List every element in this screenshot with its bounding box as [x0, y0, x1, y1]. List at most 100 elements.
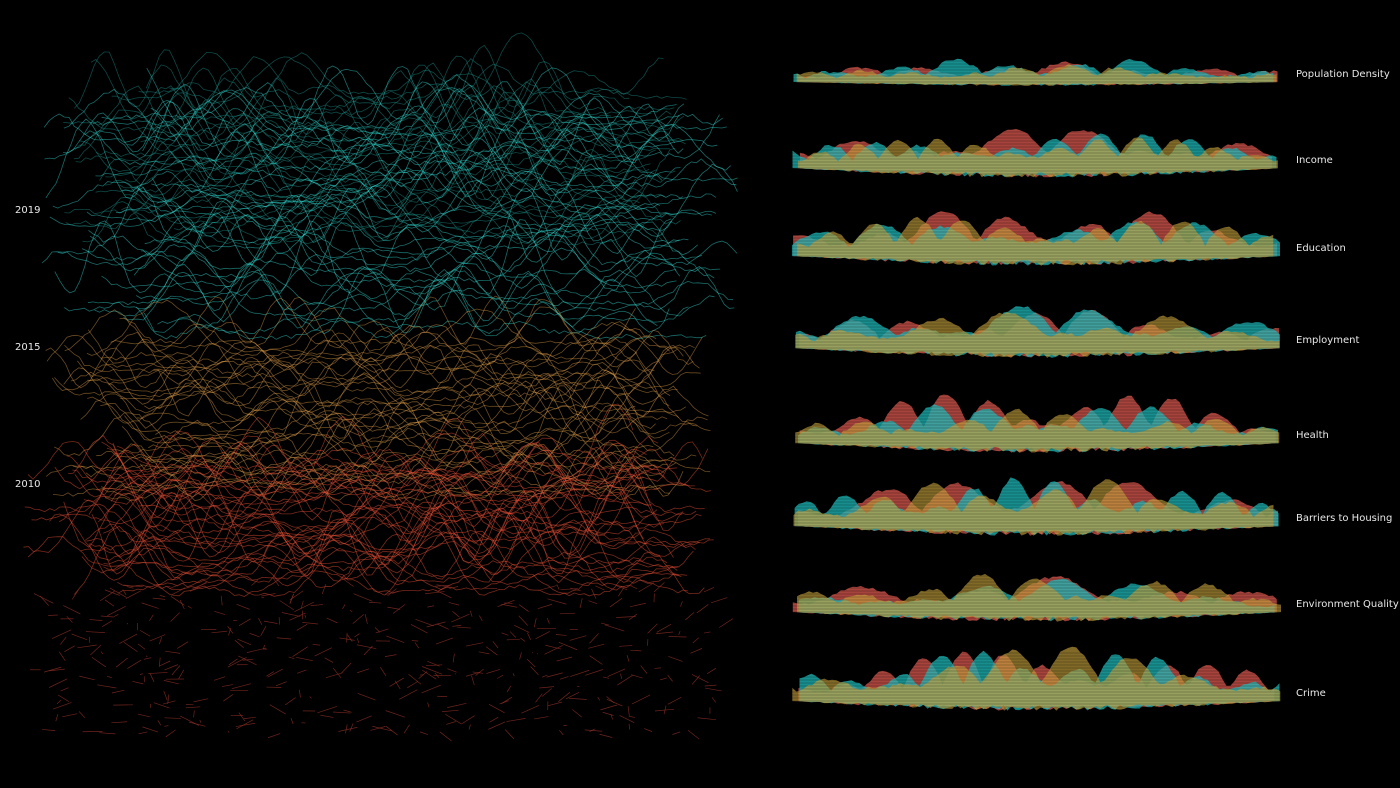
map-line — [100, 651, 104, 655]
ridge-area — [797, 216, 1274, 266]
map-line — [119, 633, 138, 644]
map-line — [530, 666, 539, 676]
map-line — [171, 665, 181, 676]
map-line — [356, 638, 360, 643]
terrain-line — [113, 476, 640, 538]
map-line — [368, 601, 382, 604]
map-line — [435, 584, 451, 587]
map-line — [48, 668, 65, 672]
map-line — [452, 653, 455, 663]
map-line — [535, 631, 550, 640]
ridge-area — [797, 574, 1281, 622]
ridgeline — [785, 207, 1290, 272]
map-line — [71, 633, 88, 641]
map-line — [296, 656, 313, 662]
map-line — [126, 586, 134, 589]
map-line — [251, 579, 259, 586]
map-line — [692, 637, 699, 644]
map-line — [591, 588, 597, 599]
map-line — [628, 613, 637, 621]
map-line — [600, 704, 618, 711]
map-line — [281, 612, 301, 617]
terrain-line — [87, 396, 698, 434]
map-line — [276, 637, 291, 640]
terrain-line — [94, 252, 715, 318]
terrain-line — [155, 384, 711, 438]
map-line — [704, 687, 722, 692]
indicator-label: Education — [1296, 243, 1346, 254]
map-line — [691, 674, 709, 684]
terrain-line — [95, 113, 681, 177]
map-line — [414, 642, 420, 649]
map-line — [170, 587, 186, 596]
terrain-line — [133, 230, 715, 283]
map-line — [122, 589, 127, 596]
map-line — [132, 680, 144, 685]
terrain-line — [84, 97, 676, 166]
map-line — [534, 716, 549, 720]
terrain-line — [44, 83, 720, 160]
map-line — [298, 689, 301, 698]
map-line — [85, 631, 105, 633]
map-line — [321, 583, 327, 595]
map-line — [560, 588, 578, 591]
map-line — [90, 644, 102, 656]
map-line — [164, 725, 169, 727]
map-line — [697, 717, 716, 721]
map-line — [711, 697, 717, 703]
map-line — [570, 587, 581, 592]
terrain-line — [45, 118, 717, 200]
map-line — [221, 684, 233, 687]
map-line — [597, 696, 601, 701]
map-line — [439, 731, 452, 742]
indicator-label: Employment — [1296, 335, 1359, 346]
map-line — [638, 582, 655, 593]
map-line — [139, 629, 151, 637]
map-line — [275, 681, 287, 687]
map-line — [139, 673, 143, 675]
map-line — [547, 701, 563, 707]
map-line — [148, 672, 168, 674]
terrain-line — [84, 501, 711, 546]
terrain-line — [135, 252, 677, 301]
terrain-line — [80, 491, 696, 552]
map-line — [267, 733, 281, 739]
map-line — [78, 711, 86, 719]
map-line — [419, 731, 428, 735]
indicator-label: Barriers to Housing — [1296, 513, 1392, 524]
map-line — [678, 631, 681, 636]
map-line — [380, 667, 387, 677]
map-line — [238, 655, 257, 666]
map-line — [545, 644, 562, 650]
map-line — [387, 588, 397, 597]
map-line — [619, 715, 635, 723]
map-line — [294, 601, 314, 612]
terrain-line — [73, 523, 705, 597]
map-line — [509, 631, 517, 638]
map-line — [452, 624, 462, 627]
map-line — [354, 633, 360, 638]
map-line — [153, 702, 170, 709]
map-line — [214, 610, 226, 615]
map-line — [115, 657, 128, 668]
map-line — [42, 729, 56, 731]
terrain-line — [143, 267, 670, 335]
map-line — [704, 684, 717, 687]
terrain-line — [65, 189, 676, 230]
map-line — [338, 726, 358, 732]
map-line — [345, 724, 348, 734]
map-line — [357, 668, 370, 674]
map-line — [384, 654, 397, 657]
map-line — [588, 600, 598, 605]
terrain-line — [96, 401, 697, 462]
map-line — [558, 729, 564, 736]
map-line — [512, 673, 515, 677]
terrain-line — [169, 56, 630, 106]
indicator-label: Health — [1296, 430, 1329, 441]
terrain-line — [101, 236, 677, 289]
map-line — [486, 669, 500, 674]
map-line — [292, 646, 309, 657]
map-line — [447, 702, 467, 708]
map-line — [109, 587, 127, 598]
map-line — [526, 658, 536, 668]
